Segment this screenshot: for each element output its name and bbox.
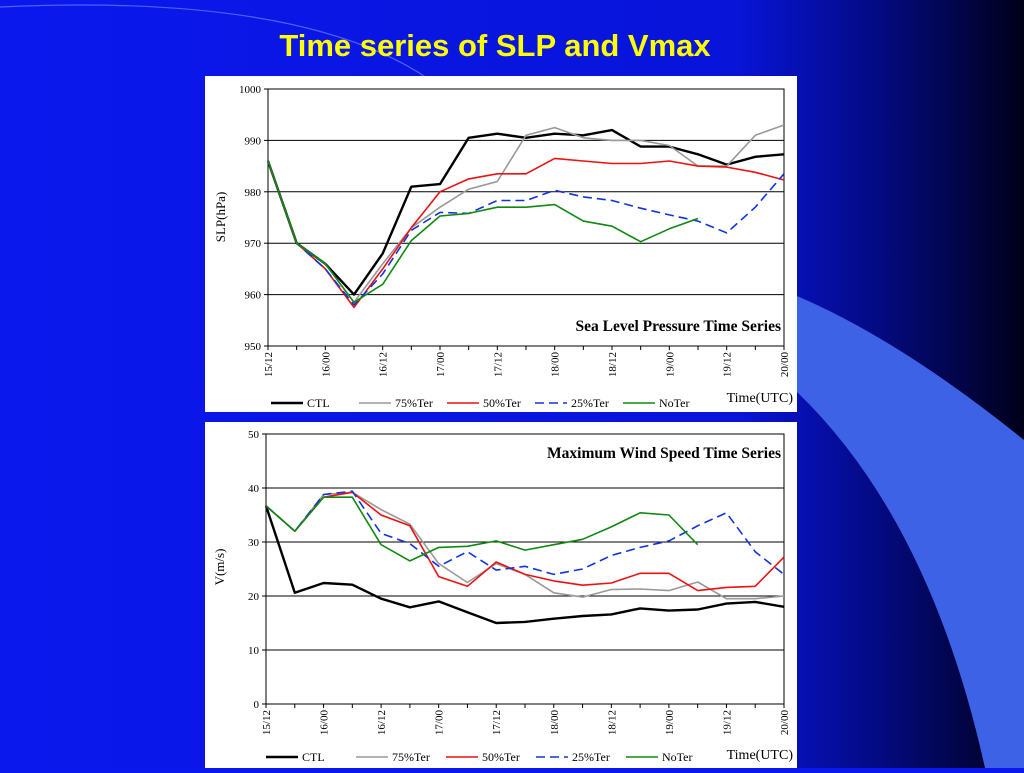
series-line-ctl [266, 128, 785, 296]
slp-chart-panel: 950 960 970 980 990 1000 15/12 16/00 16/12 17/00 1… [205, 76, 797, 412]
wind-chart: 0 10 20 30 40 50 15/12 16/00 16/12 17/00 17/12 18/0… [212, 429, 794, 764]
x-tick-label: 16/12 [376, 710, 388, 735]
x-tick-label: 16/12 [378, 352, 390, 377]
legend-label: NoTer [662, 750, 692, 764]
x-tick-label: 17/00 [434, 710, 446, 736]
y-tick-label: 980 [245, 187, 262, 199]
slide-title: Time series of SLP and Vmax [279, 28, 711, 63]
y-tick-label: 990 [245, 135, 262, 147]
legend-label: NoTer [659, 396, 689, 410]
wind-chart-panel: 0 10 20 30 40 50 15/12 16/00 16/12 17/00 17/12 18/0… [205, 422, 797, 768]
series-line-ctl [264, 505, 785, 625]
y-tick-label: 50 [248, 429, 260, 441]
y-tick-label: 970 [245, 238, 262, 250]
plot-area [265, 433, 785, 705]
x-tick-label: 17/12 [491, 710, 503, 735]
y-tick-label: 1000 [239, 84, 262, 96]
legend-label: 50%Ter [483, 396, 521, 410]
y-tick-label: 30 [248, 537, 260, 549]
legend-label: CTL [302, 750, 325, 764]
plot-area [267, 88, 785, 347]
decorative-swoosh [797, 296, 1024, 768]
y-axis-label: SLP(hPa) [213, 192, 228, 243]
x-tick-label: 15/12 [261, 710, 273, 735]
y-tick-label: 40 [248, 483, 260, 495]
series-line-25pctter [267, 160, 785, 306]
x-tick-label: 17/00 [435, 352, 447, 378]
chart-title: Sea Level Pressure Time Series [576, 318, 782, 335]
legend-label: 50%Ter [482, 750, 520, 764]
x-tick-label: 16/00 [319, 710, 331, 736]
series-line-25pctter [265, 490, 785, 576]
x-tick-label: 19/00 [664, 352, 676, 378]
series-line-noter [265, 496, 699, 562]
y-tick-label: 20 [248, 591, 260, 603]
x-tick-label: 16/00 [320, 352, 332, 378]
slp-chart: 950 960 970 980 990 1000 15/12 16/00 16/12 17/00 1… [213, 84, 794, 410]
x-tick-label: 15/12 [263, 352, 275, 377]
y-tick-label: 950 [245, 341, 262, 353]
chart-title: Maximum Wind Speed Time Series [547, 445, 781, 462]
x-tick-label: 17/12 [492, 352, 504, 377]
y-axis-label: V(m/s) [212, 549, 227, 586]
decorative-arc [0, 4, 431, 81]
x-tick-label: 19/12 [721, 710, 733, 735]
x-tick-label: 18/00 [550, 352, 562, 378]
legend-label: CTL [307, 396, 330, 410]
legend-label: 75%Ter [392, 750, 430, 764]
x-tick-label: 18/12 [607, 352, 619, 377]
y-tick-label: 10 [248, 645, 260, 657]
x-tick-label: 18/00 [549, 710, 561, 736]
legend-label: 25%Ter [572, 750, 610, 764]
series-line-noter [267, 160, 699, 304]
legend-label: 25%Ter [571, 396, 609, 410]
x-axis-label: Time(UTC) [727, 748, 794, 763]
x-tick-label: 18/12 [606, 710, 618, 735]
y-tick-label: 960 [245, 290, 262, 302]
x-tick-label: 20/00 [779, 352, 791, 378]
legend-label: 75%Ter [395, 396, 433, 410]
x-tick-label: 19/00 [664, 710, 676, 736]
y-tick-label: 0 [254, 699, 260, 711]
series-line-50pctter [267, 157, 785, 309]
x-tick-label: 20/00 [779, 710, 791, 736]
x-axis-label: Time(UTC) [727, 391, 794, 406]
x-tick-label: 19/12 [722, 352, 734, 377]
